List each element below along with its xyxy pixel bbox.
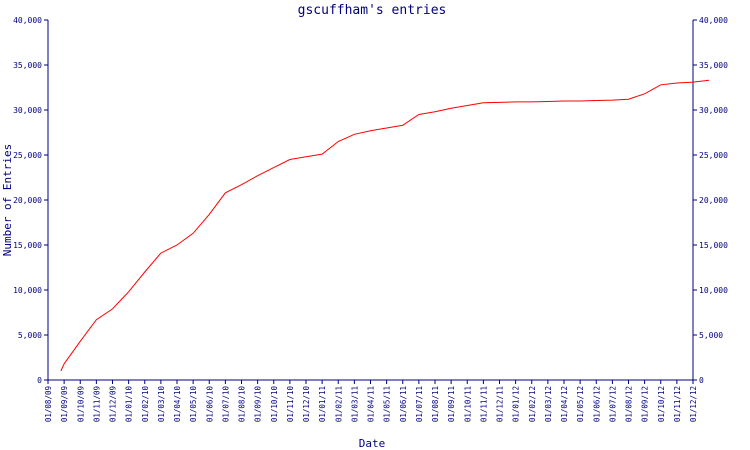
- x-tick-label: 01/09/12: [641, 386, 650, 422]
- x-tick-label: 01/05/12: [576, 386, 585, 422]
- y-axis-ticks: 0 0 5,000 5,000 10,000 10,000 15,000 15,000 20,0…: [13, 16, 728, 385]
- y-tick-label-right: 20,000: [699, 196, 728, 205]
- y-tick-label-left: 30,000: [13, 106, 42, 115]
- series-line: [60, 79, 710, 372]
- x-tick-label: 01/09/09: [60, 386, 69, 422]
- x-tick-label: 01/03/11: [350, 386, 359, 422]
- x-tick-label: 01/08/12: [625, 386, 634, 422]
- y-tick-label-right: 30,000: [699, 106, 728, 115]
- y-tick-label-left: 35,000: [13, 61, 42, 70]
- x-tick-label: 01/03/12: [544, 386, 553, 422]
- y-tick-label-right: 5,000: [699, 331, 723, 340]
- x-tick-label: 01/02/10: [141, 386, 150, 423]
- y-tick-label-right: 10,000: [699, 286, 728, 295]
- x-tick-label: 01/09/10: [254, 386, 263, 423]
- x-tick-label: 01/06/12: [592, 386, 601, 422]
- x-tick-label: 01/01/11: [318, 386, 327, 422]
- y-axis-label: Number of Entries: [1, 144, 14, 257]
- x-tick-label: 01/10/09: [76, 386, 85, 422]
- x-tick-label: 01/09/11: [447, 386, 456, 422]
- chart-title: gscuffham's entries: [298, 3, 447, 18]
- x-tick-label: 01/03/10: [157, 386, 166, 423]
- y-tick-label-left: 25,000: [13, 151, 42, 160]
- x-tick-label: 01/02/11: [334, 386, 343, 422]
- x-tick-label: 01/05/10: [189, 386, 198, 423]
- y-tick-label-right: 15,000: [699, 241, 728, 250]
- x-tick-label: 01/12/10: [302, 386, 311, 423]
- y-tick-label-left: 10,000: [13, 286, 42, 295]
- x-tick-label: 01/04/10: [173, 386, 182, 423]
- x-tick-label: 01/08/11: [431, 386, 440, 422]
- x-tick-label: 01/07/12: [608, 386, 617, 422]
- x-tick-label: 01/10/11: [463, 386, 472, 422]
- x-tick-label: 01/12/12: [689, 386, 698, 422]
- x-tick-label: 01/01/12: [512, 386, 521, 422]
- x-tick-label: 01/05/11: [383, 386, 392, 422]
- x-tick-label: 01/10/12: [657, 386, 666, 422]
- x-tick-label: 01/12/09: [109, 386, 118, 422]
- x-tick-label: 01/08/09: [44, 386, 53, 422]
- series-layer: [60, 79, 710, 372]
- y-tick-label-left: 15,000: [13, 241, 42, 250]
- x-tick-label: 01/11/09: [92, 386, 101, 422]
- y-tick-label-left: 0: [37, 376, 42, 385]
- y-tick-label-left: 5,000: [18, 331, 42, 340]
- y-tick-label-right: 35,000: [699, 61, 728, 70]
- y-tick-label-left: 20,000: [13, 196, 42, 205]
- x-tick-label: 01/11/11: [479, 386, 488, 422]
- x-tick-label: 01/06/11: [399, 386, 408, 422]
- y-tick-label-left: 40,000: [13, 16, 42, 25]
- x-tick-label: 01/07/10: [221, 386, 230, 423]
- y-tick-label-right: 0: [699, 376, 704, 385]
- x-tick-label: 01/11/12: [673, 386, 682, 422]
- x-tick-label: 01/08/10: [238, 386, 247, 423]
- x-tick-label: 01/12/11: [496, 386, 505, 422]
- x-tick-label: 01/04/11: [367, 386, 376, 422]
- y-tick-label-right: 25,000: [699, 151, 728, 160]
- x-axis-label: Date: [359, 437, 386, 450]
- x-tick-label: 01/07/11: [415, 386, 424, 422]
- x-axis-ticks: 01/08/09 01/09/09 01/10/09 01/11/09 01/12/09…: [44, 380, 698, 422]
- x-tick-label: 01/02/12: [528, 386, 537, 422]
- x-tick-label: 01/04/12: [560, 386, 569, 422]
- x-tick-label: 01/10/10: [270, 386, 279, 423]
- x-tick-label: 01/06/10: [205, 386, 214, 423]
- x-tick-label: 01/11/10: [286, 386, 295, 423]
- x-tick-label: 01/01/10: [125, 386, 134, 423]
- y-tick-label-right: 40,000: [699, 16, 728, 25]
